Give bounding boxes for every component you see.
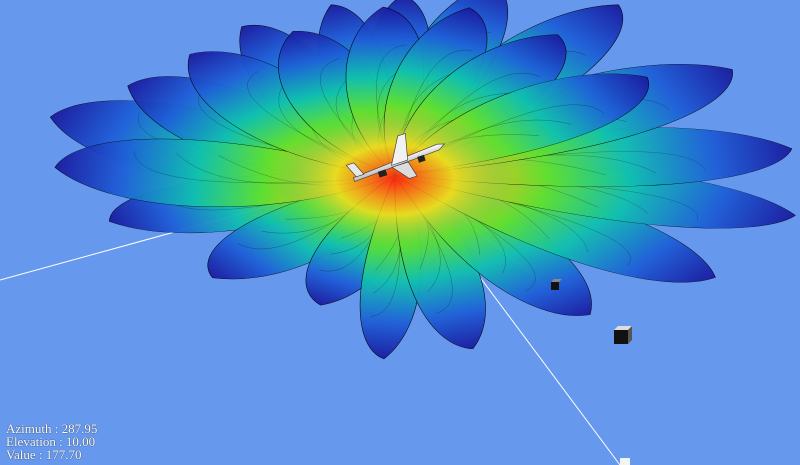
value-label: Value : 177.70 (6, 447, 82, 462)
aircraft-model-icon (345, 133, 446, 182)
pattern-core (275, 110, 515, 250)
orientation-readout: Azimuth : 287.95 Elevation : 10.00 Value… (6, 422, 97, 461)
cube-marker-icon (614, 326, 632, 344)
azimuth-label: Azimuth : 287.95 (6, 421, 98, 436)
cube-marker-icon (551, 279, 562, 290)
elevation-label: Elevation : 10.00 (6, 434, 96, 449)
cube-marker-icon (620, 458, 630, 465)
